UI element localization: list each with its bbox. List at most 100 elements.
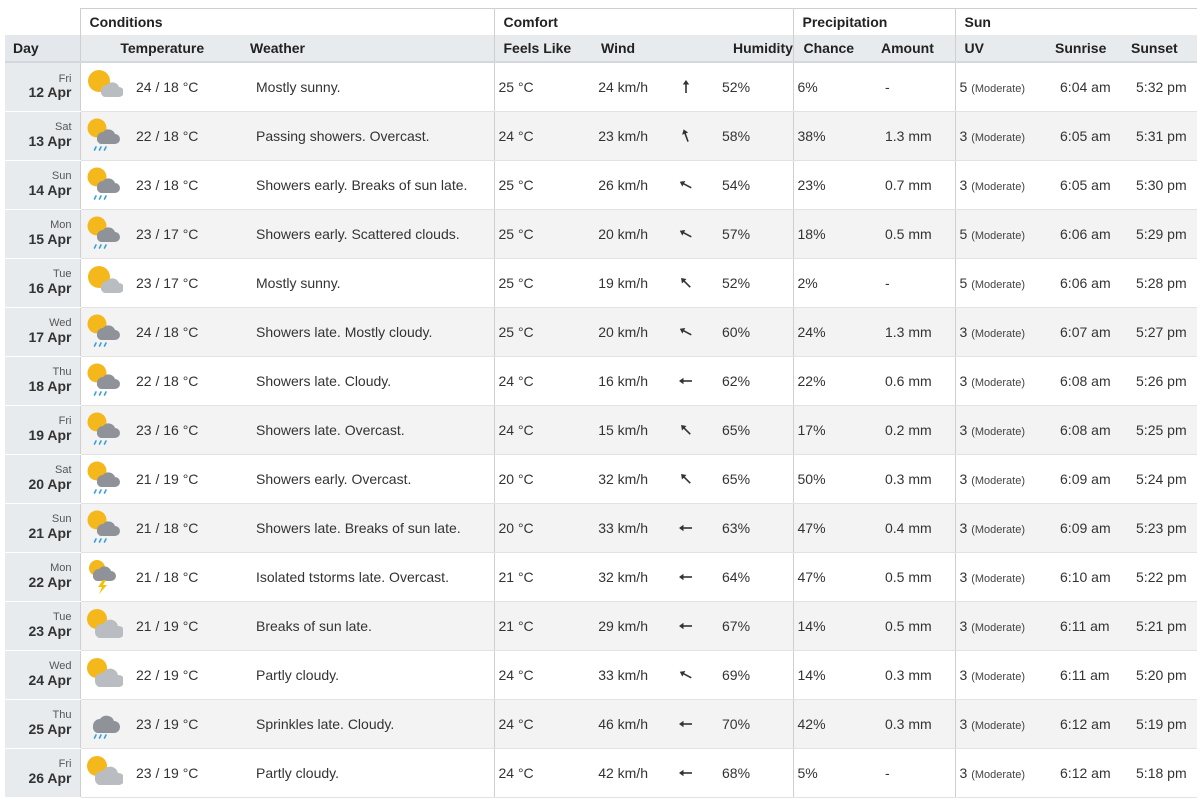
- day-of-week: Mon: [50, 219, 72, 232]
- column-header-humidity: Humidity: [718, 35, 793, 63]
- wind-speed-cell: 26 km/h: [593, 160, 654, 210]
- rain-chance-cell: 22%: [792, 356, 873, 406]
- uv-cell: 3 (Moderate): [954, 552, 1051, 602]
- sunrise-cell: 6:11 am: [1050, 601, 1122, 651]
- feels-like-cell: 25 °C: [493, 62, 593, 112]
- group-header-blank: [5, 8, 80, 35]
- wind-arrow-icon: [678, 176, 694, 192]
- uv-cell: 3 (Moderate): [954, 111, 1051, 161]
- sunrise-cell: 6:09 am: [1050, 454, 1122, 504]
- sunrise-cell: 6:12 am: [1050, 699, 1122, 749]
- uv-index: 3: [959, 323, 968, 340]
- day-of-week: Thu: [52, 709, 72, 722]
- humidity-cell: 60%: [718, 307, 793, 357]
- rain-chance-cell: 23%: [792, 160, 873, 210]
- group-header-comfort: Comfort: [493, 8, 793, 35]
- weather-icon-cell: [79, 601, 128, 651]
- forecast-row: Tue 16 Apr 23 / 17 °C Mostly sunny. 25 °C…: [5, 258, 1198, 308]
- showers-icon: [85, 118, 123, 157]
- wind-arrow-icon: [678, 764, 694, 780]
- wind-direction-cell: [654, 160, 718, 210]
- uv-cell: 3 (Moderate): [954, 454, 1051, 504]
- feels-like-cell: 21 °C: [493, 601, 593, 651]
- day-date: 24 Apr: [28, 671, 72, 688]
- weather-description: Showers early. Breaks of sun late.: [244, 160, 494, 210]
- day-of-week: Mon: [50, 562, 72, 575]
- sunset-cell: 5:23 pm: [1121, 503, 1198, 553]
- day-of-week: Wed: [49, 317, 72, 330]
- wind-arrow-icon: [678, 666, 694, 682]
- rain-chance-cell: 50%: [792, 454, 873, 504]
- day-of-week: Tue: [52, 611, 72, 624]
- temperature-cell: 21 / 18 °C: [128, 552, 244, 602]
- wind-direction-cell: [654, 552, 718, 602]
- feels-like-cell: 24 °C: [493, 650, 593, 700]
- humidity-cell: 52%: [718, 258, 793, 308]
- wind-speed-cell: 23 km/h: [593, 111, 654, 161]
- rain-chance-cell: 24%: [792, 307, 873, 357]
- temperature-cell: 23 / 16 °C: [128, 405, 244, 455]
- thunderstorm-icon: [85, 560, 123, 598]
- showers-icon: [85, 412, 123, 451]
- weather-icon-cell: [79, 454, 128, 504]
- uv-description: (Moderate): [971, 327, 1025, 340]
- day-cell: Tue 23 Apr: [5, 601, 80, 651]
- wind-arrow-icon: [678, 127, 694, 143]
- day-date: 19 Apr: [28, 426, 72, 443]
- feels-like-cell: 25 °C: [493, 160, 593, 210]
- mostly-sunny-icon: [85, 70, 125, 108]
- feels-like-cell: 25 °C: [493, 209, 593, 259]
- uv-index: 3: [959, 421, 968, 438]
- sunset-cell: 5:27 pm: [1121, 307, 1198, 357]
- wind-direction-cell: [654, 258, 718, 308]
- uv-cell: 3 (Moderate): [954, 307, 1051, 357]
- forecast-row: Fri 26 Apr 23 / 19 °C Partly cloudy. 24 °…: [5, 748, 1198, 798]
- humidity-cell: 65%: [718, 405, 793, 455]
- temperature-cell: 23 / 19 °C: [128, 699, 244, 749]
- uv-index: 5: [959, 225, 968, 242]
- rain-amount-cell: -: [873, 62, 956, 112]
- wind-direction-cell: [654, 650, 718, 700]
- forecast-row: Sun 21 Apr 21 / 18 °C Showers late. Break…: [5, 503, 1198, 553]
- forecast-row: Wed 17 Apr 24 / 18 °C Showers late. Mostl…: [5, 307, 1198, 357]
- uv-index: 3: [959, 764, 968, 781]
- day-date: 13 Apr: [28, 132, 72, 149]
- sunset-cell: 5:21 pm: [1121, 601, 1198, 651]
- uv-cell: 3 (Moderate): [954, 405, 1051, 455]
- humidity-cell: 57%: [718, 209, 793, 259]
- wind-arrow-icon: [678, 78, 694, 94]
- wind-speed-cell: 46 km/h: [593, 699, 654, 749]
- rain-chance-cell: 14%: [792, 650, 873, 700]
- rain-chance-cell: 47%: [792, 552, 873, 602]
- day-cell: Sat 13 Apr: [5, 111, 80, 161]
- day-cell: Wed 17 Apr: [5, 307, 80, 357]
- temperature-cell: 23 / 18 °C: [128, 160, 244, 210]
- sunset-cell: 5:19 pm: [1121, 699, 1198, 749]
- wind-arrow-icon: [678, 519, 694, 535]
- rain-amount-cell: 0.2 mm: [873, 405, 956, 455]
- rain-amount-cell: 0.3 mm: [873, 699, 956, 749]
- feels-like-cell: 20 °C: [493, 454, 593, 504]
- feels-like-cell: 24 °C: [493, 111, 593, 161]
- wind-direction-cell: [654, 503, 718, 553]
- partly-cloudy-icon: [85, 609, 125, 647]
- uv-index: 3: [959, 519, 968, 536]
- weather-icon-cell: [79, 307, 128, 357]
- feels-like-cell: 24 °C: [493, 699, 593, 749]
- uv-description: (Moderate): [971, 180, 1025, 193]
- feels-like-cell: 24 °C: [493, 405, 593, 455]
- uv-description: (Moderate): [971, 229, 1025, 242]
- temperature-cell: 21 / 19 °C: [128, 601, 244, 651]
- sunset-cell: 5:32 pm: [1121, 62, 1198, 112]
- uv-cell: 3 (Moderate): [954, 699, 1051, 749]
- rain-amount-cell: -: [873, 258, 956, 308]
- sunrise-cell: 6:04 am: [1050, 62, 1122, 112]
- column-header-uv: UV: [954, 35, 1051, 63]
- weather-description: Showers late. Cloudy.: [244, 356, 494, 406]
- temperature-cell: 21 / 19 °C: [128, 454, 244, 504]
- weather-icon-cell: [79, 748, 128, 798]
- uv-cell: 5 (Moderate): [954, 258, 1051, 308]
- day-date: 25 Apr: [28, 720, 72, 737]
- forecast-row: Sun 14 Apr 23 / 18 °C Showers early. Brea…: [5, 160, 1198, 210]
- forecast-row: Mon 15 Apr 23 / 17 °C Showers early. Scat…: [5, 209, 1198, 259]
